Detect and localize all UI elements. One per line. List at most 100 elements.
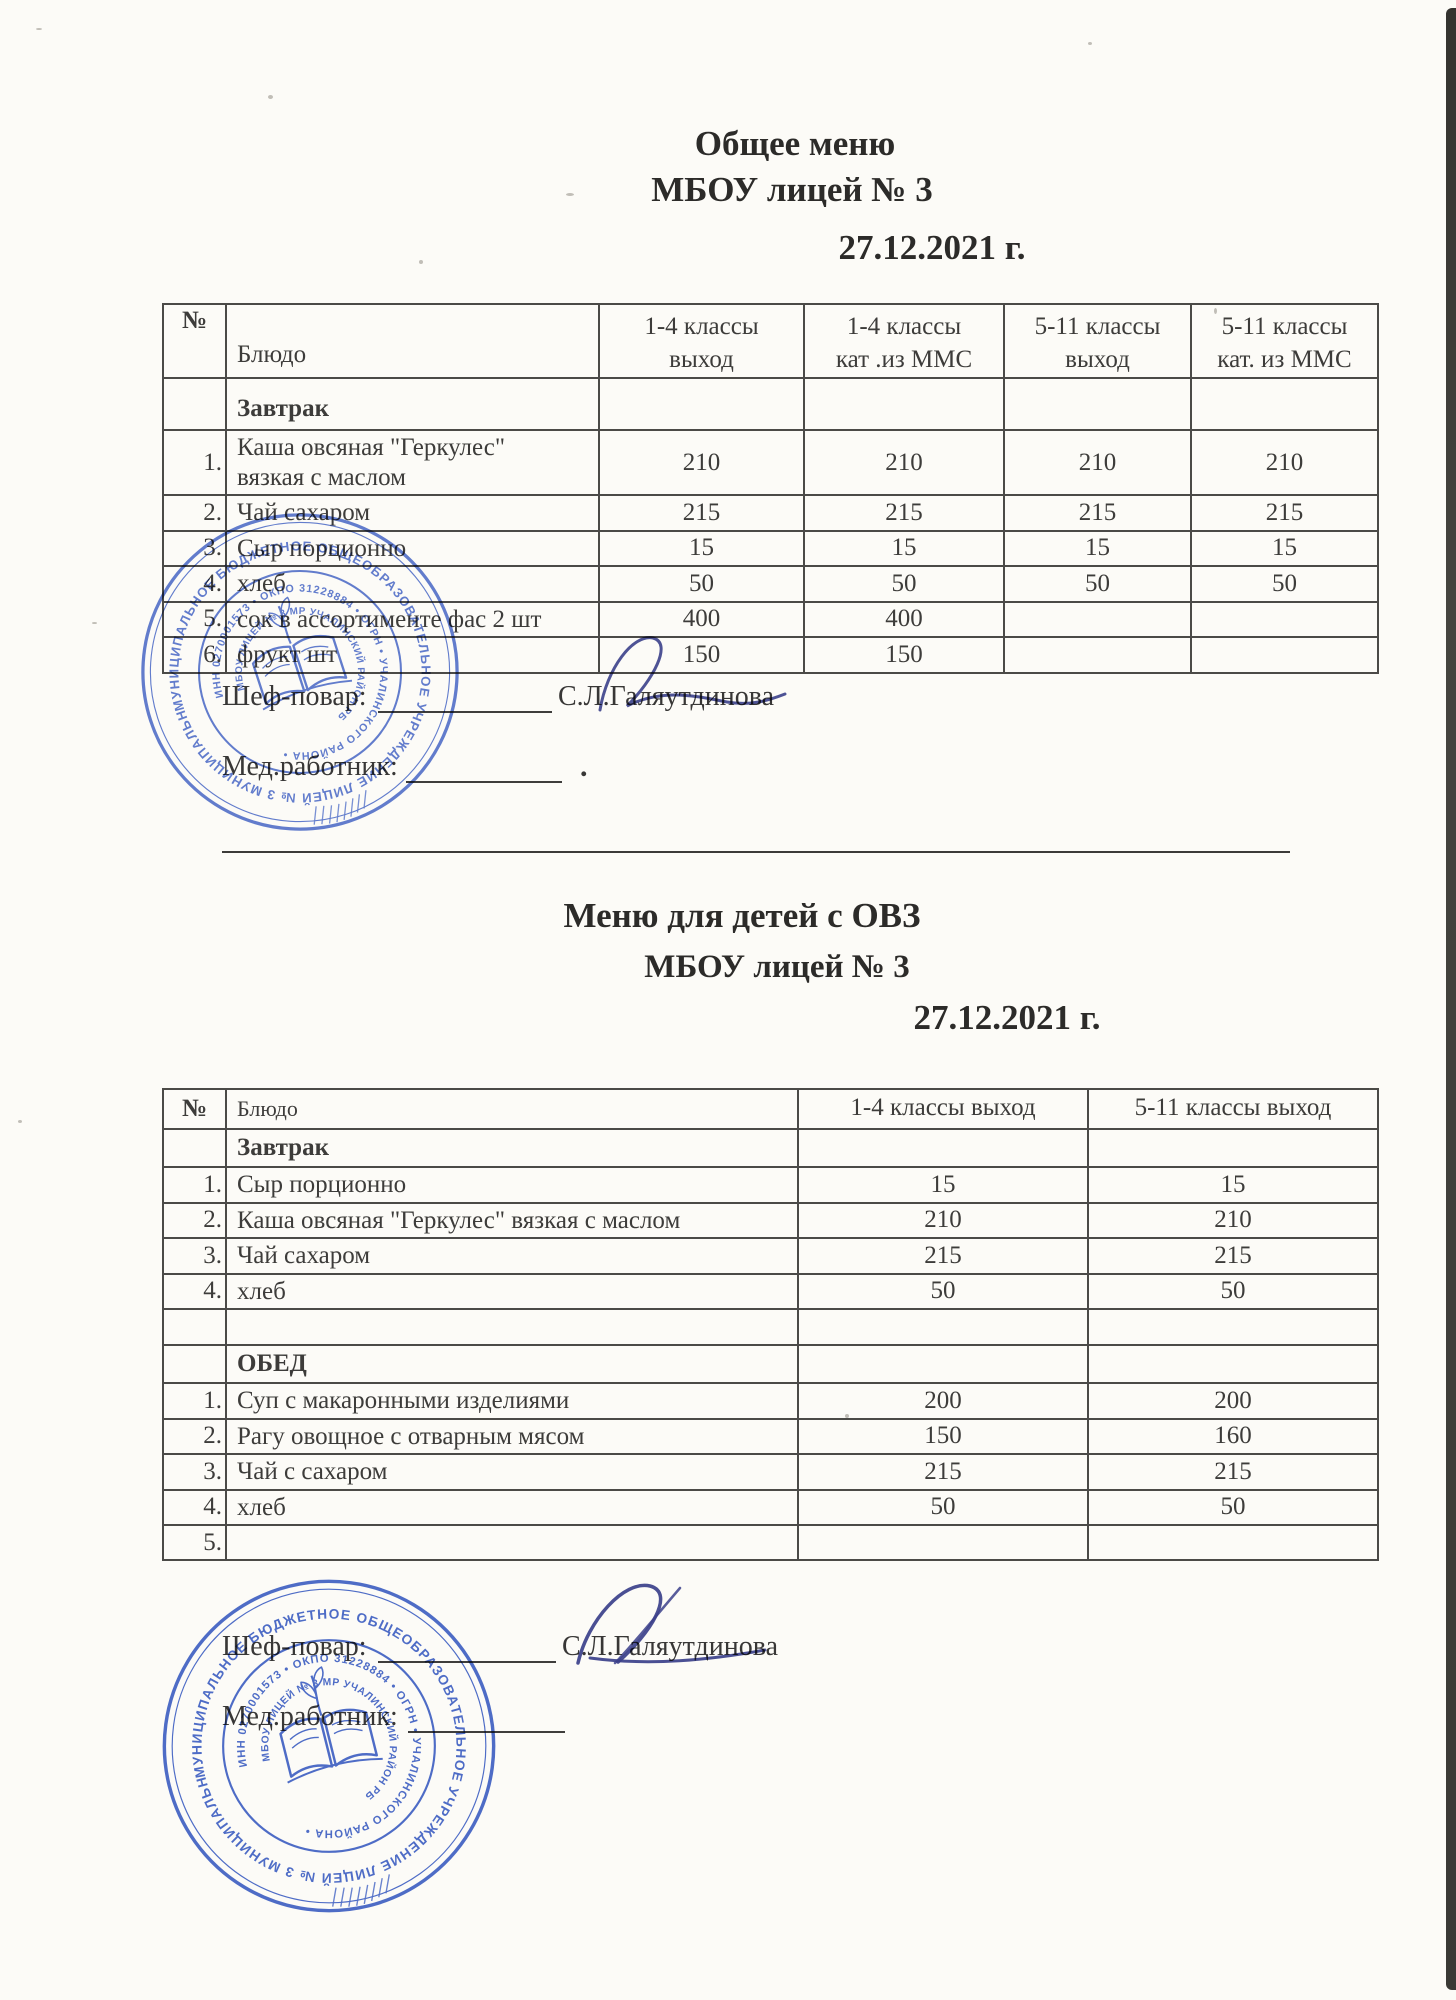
- portion-value: 150: [803, 636, 1005, 674]
- portion-value: 50: [797, 1488, 1089, 1526]
- portion-value: 15: [598, 529, 805, 567]
- dish-name: фрукт шт: [225, 636, 600, 674]
- cell: [162, 377, 227, 431]
- portion-value: 400: [598, 600, 805, 638]
- dish-name: хлеб: [225, 1272, 799, 1310]
- portion-value: 50: [1087, 1272, 1379, 1310]
- menu1-school: МБОУ лицей № 3: [651, 170, 933, 209]
- header-row: № Блюдо 1-4 классы выход 5-11 классы выход: [162, 1088, 1379, 1130]
- portion-value: 160: [1087, 1417, 1379, 1455]
- paper-speck: [268, 95, 273, 99]
- after-line-dot: .: [580, 750, 588, 783]
- handwritten-signature: [598, 636, 787, 712]
- paper-speck: [36, 28, 42, 30]
- cell: [797, 1128, 1089, 1168]
- dish-name: хлеб: [225, 1488, 799, 1526]
- portion-value: [797, 1524, 1089, 1561]
- portion-value: 215: [1087, 1453, 1379, 1491]
- portion-value: 215: [1003, 494, 1192, 532]
- menu-row: 2. Чай сахаром 215 215 215 215: [162, 494, 1379, 532]
- portion-value: 210: [1003, 429, 1192, 496]
- paper-speck: [1088, 42, 1092, 45]
- signature-stroke: [576, 1583, 663, 1665]
- spacer-row: [162, 1308, 1379, 1346]
- column-header: 5-11 классы кат. из ММС: [1190, 303, 1379, 379]
- row-number: 1.: [162, 429, 227, 496]
- row-number: 2.: [162, 494, 227, 532]
- portion-value: 210: [1190, 429, 1379, 496]
- column-header: Блюдо: [225, 303, 600, 379]
- dish-name: Суп с макаронными изделиями: [225, 1382, 799, 1420]
- dish-name: Чай сахаром: [225, 1237, 799, 1275]
- cell: [598, 377, 805, 431]
- menu-row: 1. Сыр порционно 15 15: [162, 1166, 1379, 1204]
- section-label: Завтрак: [225, 377, 600, 431]
- menu-row: 2. Каша овсяная "Геркулес" вязкая с масло…: [162, 1201, 1379, 1239]
- dish-name: Каша овсяная "Геркулес" вязкая с маслом: [225, 429, 600, 496]
- cell: [162, 1344, 227, 1384]
- portion-value: [1190, 636, 1379, 674]
- menu-row: 3. Чай сахаром 215 215: [162, 1237, 1379, 1275]
- general-menu-table: № Блюдо 1-4 классы выход 1-4 классы кат .из…: [162, 303, 1379, 674]
- menu2-title: Меню для детей с ОВЗ: [563, 896, 921, 935]
- portion-value: [1087, 1524, 1379, 1561]
- row-number: 1.: [162, 1382, 227, 1420]
- row-number: 2.: [162, 1417, 227, 1455]
- table-head: № Блюдо 1-4 классы выход 1-4 классы кат .из…: [162, 303, 1379, 379]
- chef-signature-line: [378, 681, 552, 713]
- portion-value: 15: [797, 1166, 1089, 1204]
- portion-value: 210: [797, 1201, 1089, 1239]
- cell: [225, 1308, 799, 1346]
- paper-speck: [92, 622, 97, 624]
- portion-value: 215: [1087, 1237, 1379, 1275]
- menu1-date: 27.12.2021 г.: [838, 228, 1026, 267]
- portion-value: [1190, 600, 1379, 638]
- dish-name: Сыр порционно: [225, 1166, 799, 1204]
- med-signature-line: [406, 751, 562, 783]
- section-label: ОБЕД: [225, 1344, 799, 1384]
- menu-row: 3. Чай с сахаром 215 215: [162, 1453, 1379, 1491]
- portion-value: 215: [797, 1237, 1089, 1275]
- row-number: 5.: [162, 1524, 227, 1561]
- round-stamp: [91, 1508, 566, 1983]
- dish-name: Рагу овощное с отварным мясом: [225, 1417, 799, 1455]
- table-head: № Блюдо 1-4 классы выход 5-11 классы выход: [162, 1088, 1379, 1130]
- med-signature-line: [408, 1701, 565, 1733]
- signature-stroke: [598, 636, 787, 712]
- portion-value: 50: [797, 1272, 1089, 1310]
- column-header: 1-4 классы выход: [797, 1088, 1089, 1130]
- chef-name: С.Л.Галяутдинова: [562, 1631, 779, 1662]
- menu-row: 1. Суп с макаронными изделиями 200 200: [162, 1382, 1379, 1420]
- portion-value: 215: [797, 1453, 1089, 1491]
- chef-signature-line: [378, 1631, 556, 1663]
- cell: [1087, 1344, 1379, 1384]
- portion-value: 215: [1190, 494, 1379, 532]
- portion-value: 210: [1087, 1201, 1379, 1239]
- paper-speck: [18, 1120, 22, 1123]
- dish-name: Чай сахаром: [225, 494, 600, 532]
- portion-value: 15: [803, 529, 1005, 567]
- cell: [803, 377, 1005, 431]
- cell: [1087, 1128, 1379, 1168]
- portion-value: 215: [803, 494, 1005, 532]
- portion-value: [1003, 636, 1192, 674]
- handwritten-signature: [576, 1583, 767, 1665]
- signature-stroke: [588, 1648, 767, 1664]
- column-header: №: [162, 303, 227, 379]
- portion-value: 50: [1190, 565, 1379, 603]
- portion-value: 200: [797, 1382, 1089, 1420]
- portion-value: [1003, 600, 1192, 638]
- portion-value: 215: [598, 494, 805, 532]
- menu2-date: 27.12.2021 г.: [913, 998, 1101, 1037]
- portion-value: 210: [598, 429, 805, 496]
- cell: [1190, 377, 1379, 431]
- row-number: 4.: [162, 1272, 227, 1310]
- table-body: Завтрак 1. Сыр порционно 15 15 2. Каша овсяная…: [162, 1128, 1379, 1561]
- menu-row: 5.: [162, 1524, 1379, 1561]
- cell: [797, 1308, 1089, 1346]
- portion-value: 50: [598, 565, 805, 603]
- paper-speck: [566, 193, 574, 196]
